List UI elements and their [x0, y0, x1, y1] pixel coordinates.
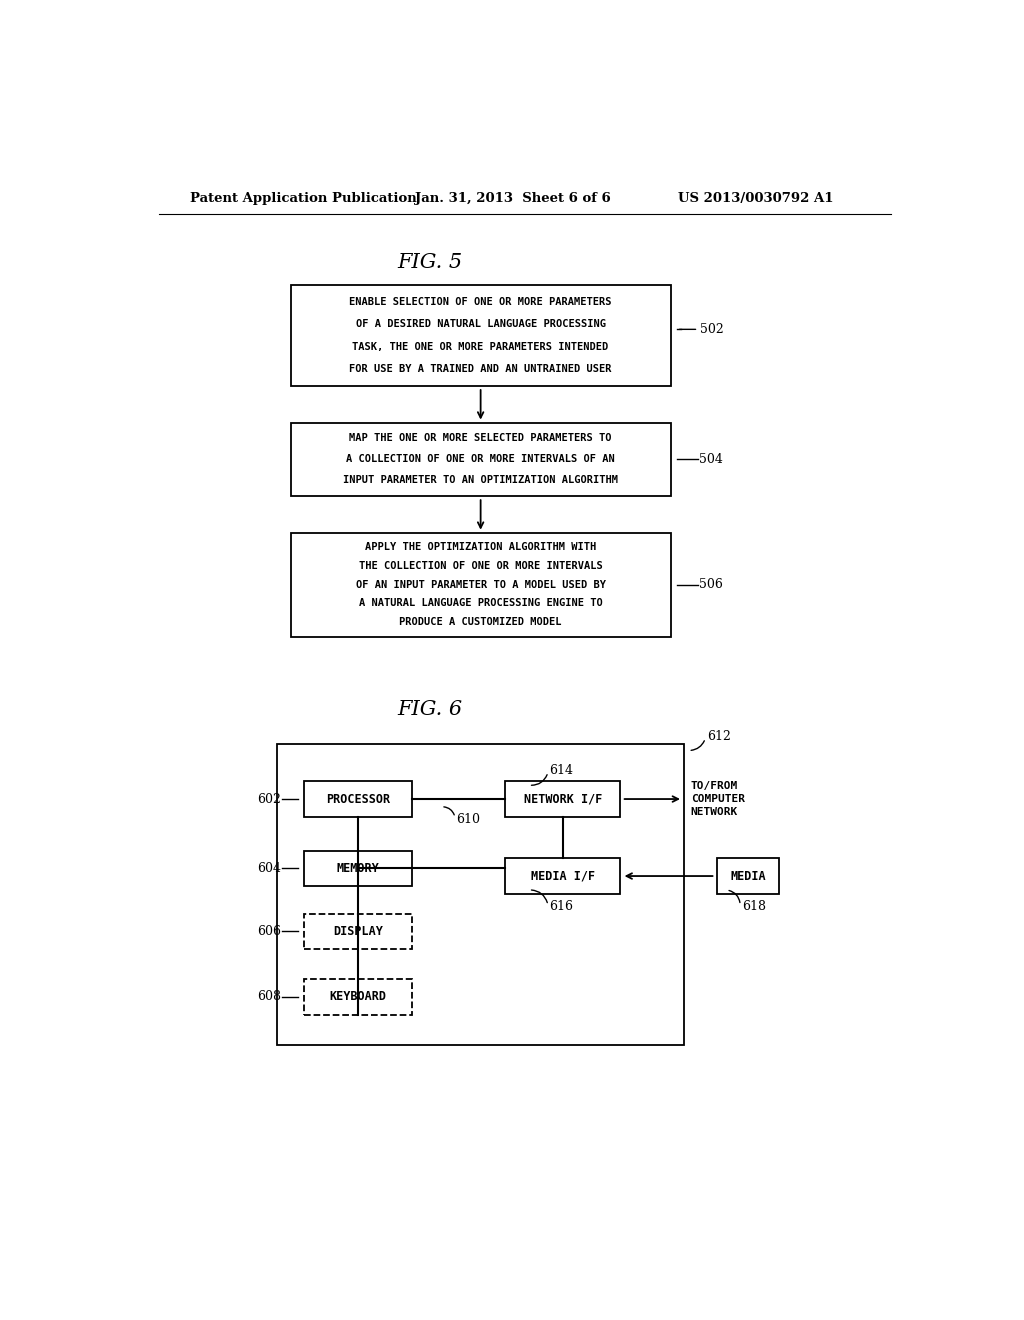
Bar: [304, 913, 413, 949]
Text: 616: 616: [550, 900, 573, 913]
Bar: [717, 858, 779, 894]
Text: 506: 506: [699, 578, 723, 591]
Text: FOR USE BY A TRAINED AND AN UNTRAINED USER: FOR USE BY A TRAINED AND AN UNTRAINED US…: [349, 364, 612, 374]
Text: APPLY THE OPTIMIZATION ALGORITHM WITH: APPLY THE OPTIMIZATION ALGORITHM WITH: [365, 541, 596, 552]
Text: 502: 502: [700, 323, 724, 335]
Text: INPUT PARAMETER TO AN OPTIMIZATION ALGORITHM: INPUT PARAMETER TO AN OPTIMIZATION ALGOR…: [343, 475, 618, 484]
Text: A NATURAL LANGUAGE PROCESSING ENGINE TO: A NATURAL LANGUAGE PROCESSING ENGINE TO: [358, 598, 602, 609]
Text: KEYBOARD: KEYBOARD: [330, 990, 387, 1003]
Text: 608: 608: [257, 990, 281, 1003]
Text: Patent Application Publication: Patent Application Publication: [190, 191, 417, 205]
Text: TASK, THE ONE OR MORE PARAMETERS INTENDED: TASK, THE ONE OR MORE PARAMETERS INTENDE…: [352, 342, 608, 351]
Text: OF AN INPUT PARAMETER TO A MODEL USED BY: OF AN INPUT PARAMETER TO A MODEL USED BY: [355, 579, 605, 590]
Text: 606: 606: [257, 925, 281, 939]
Bar: [291, 533, 671, 636]
Text: FIG. 6: FIG. 6: [397, 700, 463, 719]
Text: DISPLAY: DISPLAY: [333, 925, 383, 939]
Text: 504: 504: [699, 453, 723, 466]
Text: Jan. 31, 2013  Sheet 6 of 6: Jan. 31, 2013 Sheet 6 of 6: [415, 191, 610, 205]
Bar: [304, 781, 413, 817]
Bar: [506, 781, 621, 817]
Text: PRODUCE A CUSTOMIZED MODEL: PRODUCE A CUSTOMIZED MODEL: [399, 618, 562, 627]
Text: NETWORK I/F: NETWORK I/F: [523, 792, 602, 805]
Text: 618: 618: [741, 900, 766, 913]
Text: PROCESSOR: PROCESSOR: [326, 792, 390, 805]
Bar: [276, 744, 684, 1044]
Text: A COLLECTION OF ONE OR MORE INTERVALS OF AN: A COLLECTION OF ONE OR MORE INTERVALS OF…: [346, 454, 615, 465]
Text: MEDIA: MEDIA: [730, 870, 766, 883]
Text: MEDIA I/F: MEDIA I/F: [530, 870, 595, 883]
Bar: [304, 979, 413, 1015]
Text: OF A DESIRED NATURAL LANGUAGE PROCESSING: OF A DESIRED NATURAL LANGUAGE PROCESSING: [355, 319, 605, 330]
Bar: [291, 422, 671, 496]
Text: ENABLE SELECTION OF ONE OR MORE PARAMETERS: ENABLE SELECTION OF ONE OR MORE PARAMETE…: [349, 297, 612, 308]
Bar: [506, 858, 621, 894]
Text: 602: 602: [257, 792, 281, 805]
Text: THE COLLECTION OF ONE OR MORE INTERVALS: THE COLLECTION OF ONE OR MORE INTERVALS: [358, 561, 602, 570]
Text: MEMORY: MEMORY: [337, 862, 380, 875]
Text: MAP THE ONE OR MORE SELECTED PARAMETERS TO: MAP THE ONE OR MORE SELECTED PARAMETERS …: [349, 433, 612, 444]
Bar: [291, 285, 671, 385]
Bar: [304, 850, 413, 886]
Text: FIG. 5: FIG. 5: [397, 253, 463, 272]
Text: 604: 604: [257, 862, 281, 875]
Text: 614: 614: [550, 764, 573, 777]
Text: TO/FROM
COMPUTER
NETWORK: TO/FROM COMPUTER NETWORK: [690, 781, 744, 817]
Text: 610: 610: [457, 813, 480, 825]
Text: 612: 612: [707, 730, 731, 743]
Text: US 2013/0030792 A1: US 2013/0030792 A1: [678, 191, 834, 205]
